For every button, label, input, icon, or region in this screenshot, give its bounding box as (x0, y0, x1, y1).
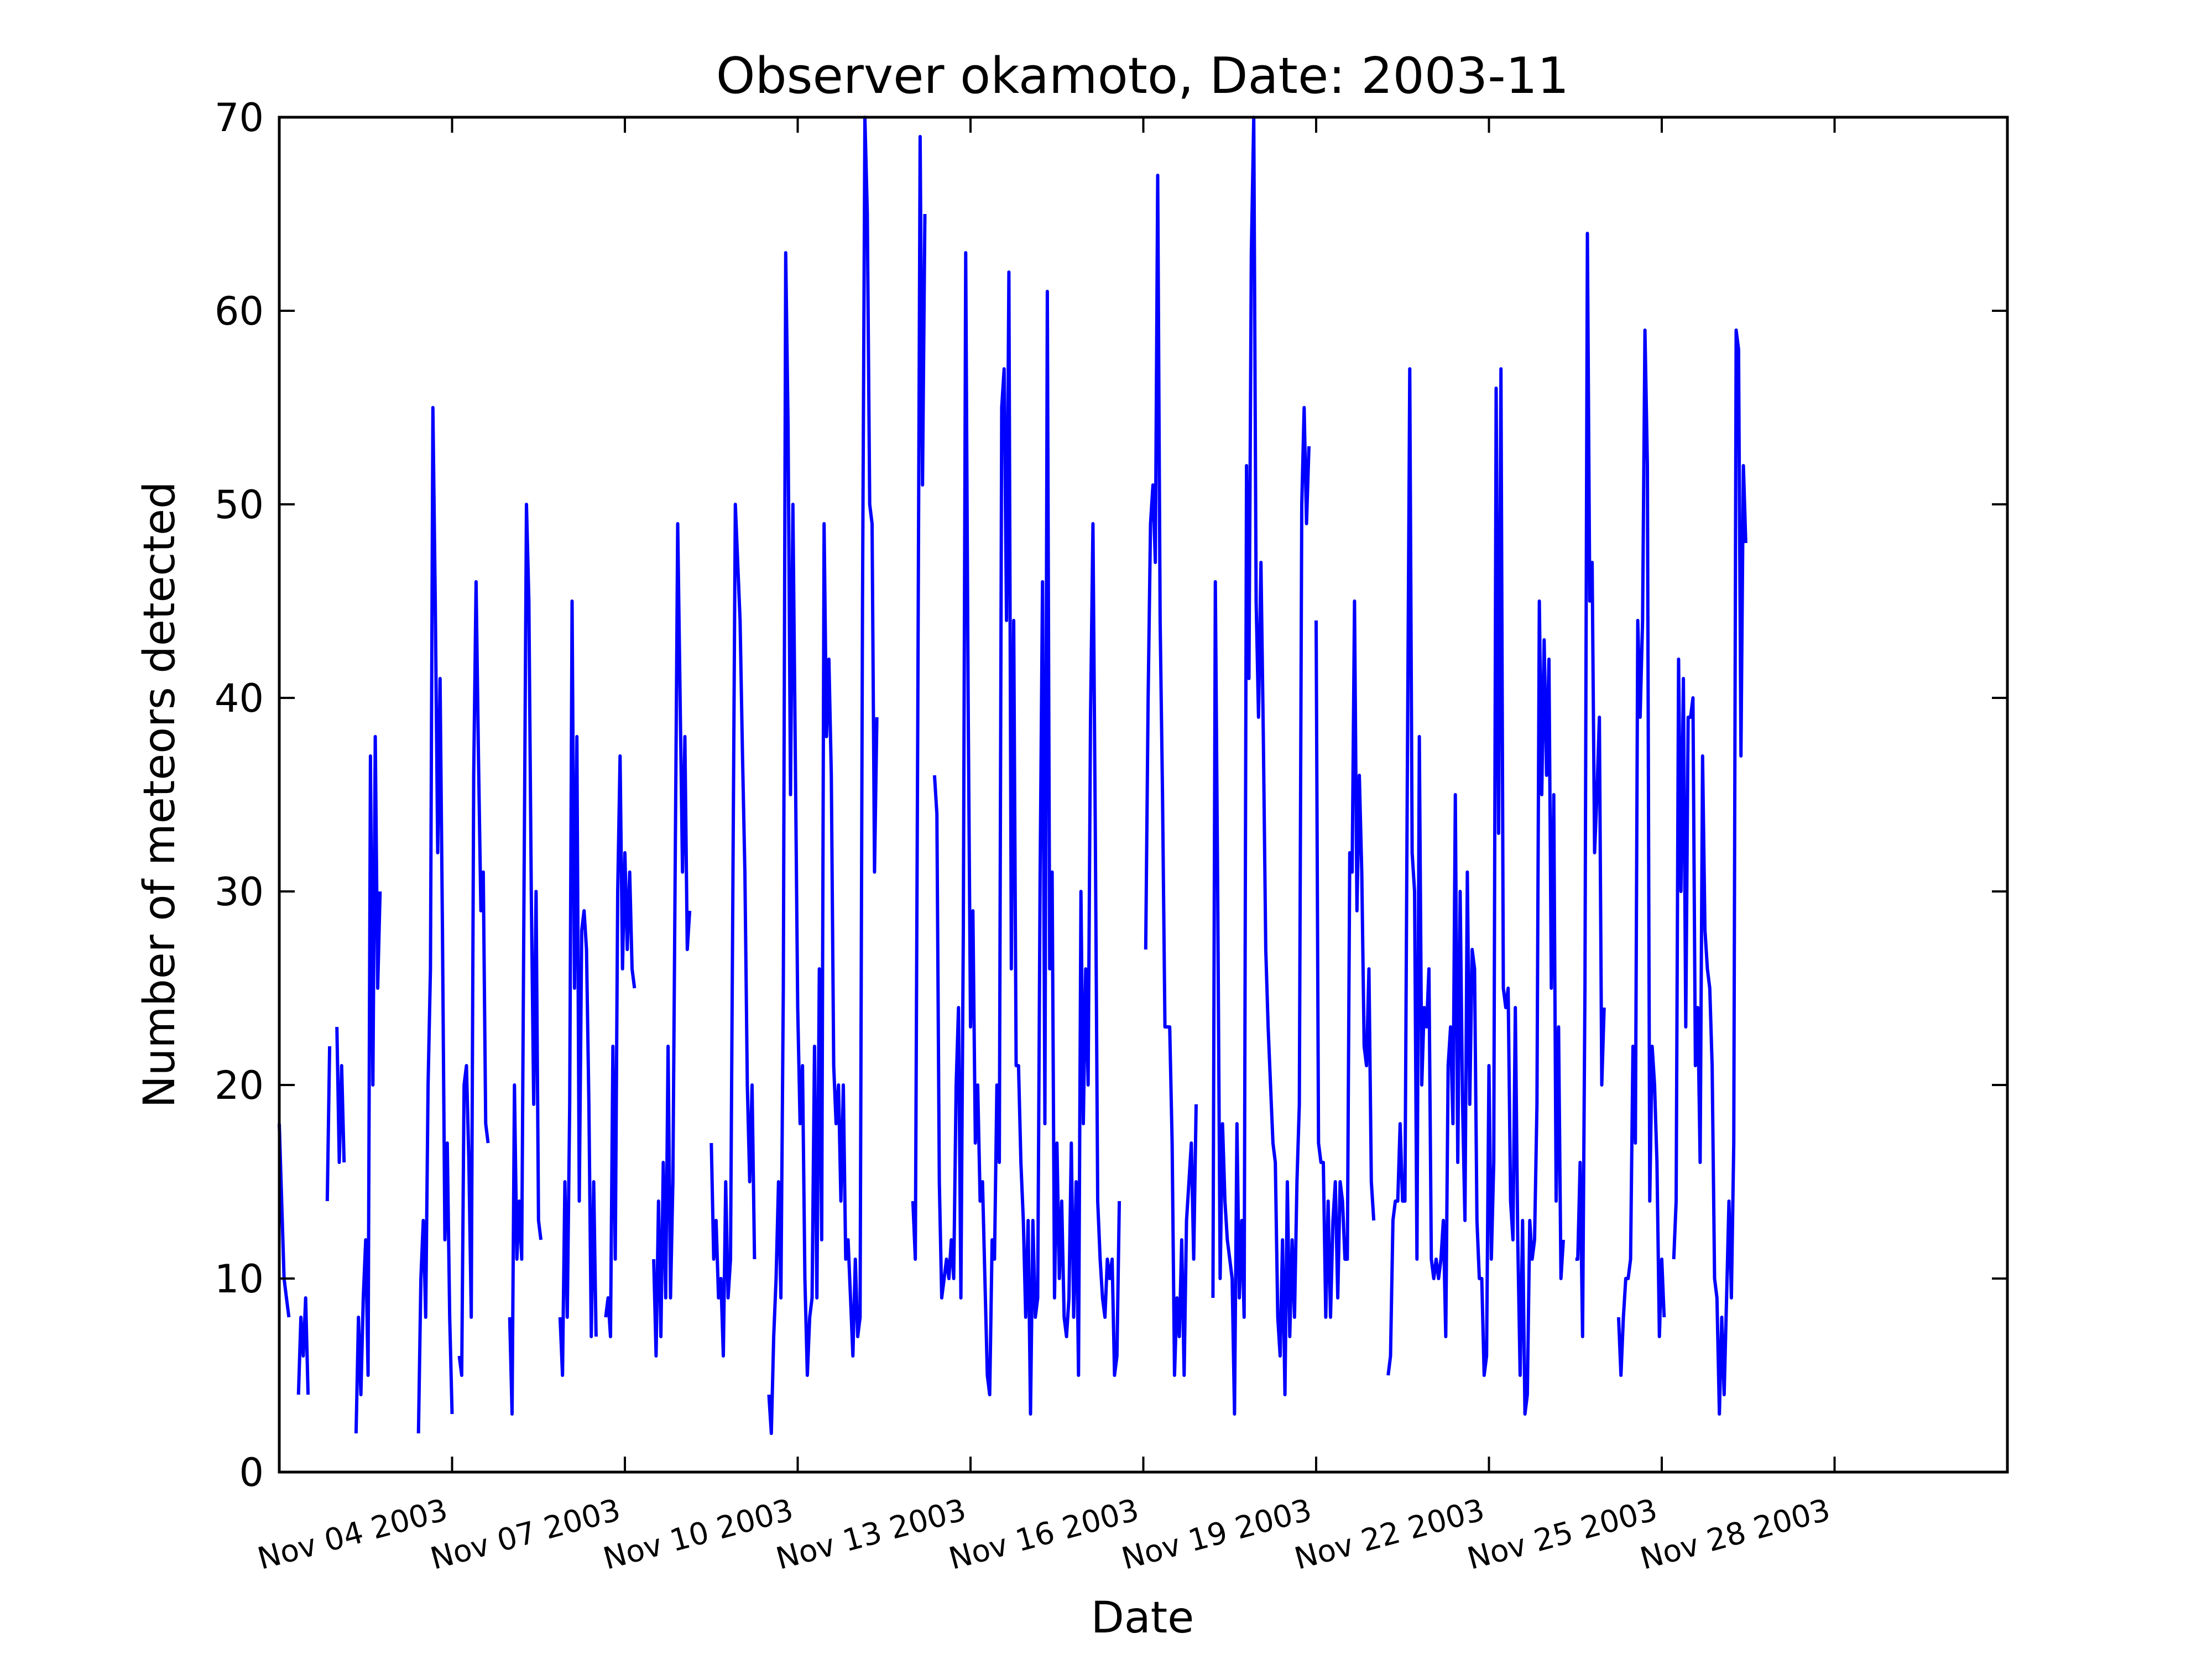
series-line-segment (457, 580, 490, 1377)
series-line-segment (652, 522, 692, 1358)
series-line-segment (767, 116, 879, 1435)
y-tick-label: 10 (215, 1256, 264, 1302)
series-line-segment (1211, 116, 1311, 1416)
series-line-segment (354, 735, 382, 1434)
series-line-segment (911, 135, 927, 1261)
series-line-segment (325, 1046, 332, 1202)
series-line-segment (416, 406, 454, 1434)
series-line-segment (604, 754, 637, 1338)
series-line-segment (335, 1026, 346, 1164)
plot-background (279, 117, 2007, 1472)
y-axis-label: Number of meteors detected (135, 482, 185, 1108)
y-tick-label: 50 (215, 482, 264, 528)
x-axis-label: Date (1091, 1593, 1194, 1643)
series-line-segment (709, 503, 757, 1358)
series-line-segment (1575, 232, 1606, 1338)
y-tick-label: 20 (215, 1063, 264, 1108)
y-tick-label: 60 (215, 289, 264, 334)
series-line-segment (1314, 599, 1376, 1319)
series-line-segment (1386, 367, 1565, 1416)
series-line-segment (296, 1296, 310, 1395)
series-line-segment (1616, 328, 1666, 1377)
series-line-segment (932, 251, 1121, 1416)
chart-title: Observer okamoto, Date: 2003-11 (716, 47, 1569, 105)
series-line-segment (278, 1123, 291, 1318)
series-line-segment (1144, 174, 1198, 1377)
y-tick-label: 70 (215, 95, 264, 140)
series-line-segment (508, 503, 543, 1416)
y-axis-ticks: 0 10 20 30 40 50 60 70 (215, 95, 2007, 1495)
y-tick-label: 0 (239, 1450, 264, 1495)
y-tick-label: 30 (215, 869, 264, 915)
series-line-segment (1672, 328, 1747, 1416)
series-line-segment (558, 599, 598, 1377)
series-group (278, 116, 1747, 1435)
y-tick-label: 40 (215, 676, 264, 721)
